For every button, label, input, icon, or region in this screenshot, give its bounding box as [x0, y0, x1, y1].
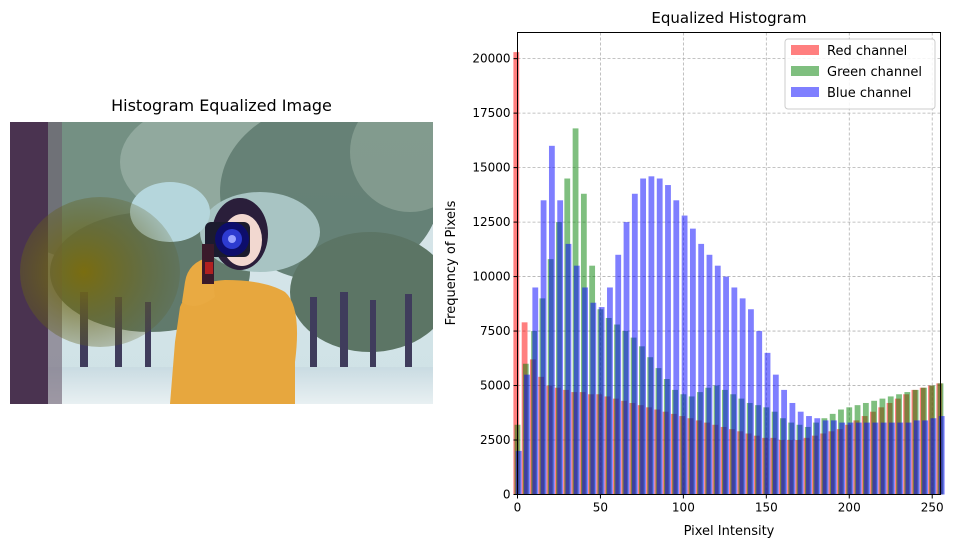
axis-ticks: 0 50 100 150 200 2500250050007500100001250015…	[472, 52, 943, 515]
histogram-bar	[631, 193, 638, 495]
y-tick-label: 2500	[480, 433, 511, 447]
y-tick-label: 20000	[472, 52, 510, 66]
histogram-bar	[772, 374, 779, 495]
histogram-bar	[706, 254, 713, 495]
histogram-bar	[515, 450, 522, 495]
histogram-bar	[698, 243, 705, 495]
histogram-bar	[582, 287, 588, 495]
histogram-bar	[723, 276, 729, 495]
y-tick-label: 7500	[480, 324, 511, 338]
x-tick-label: 150	[755, 501, 778, 515]
y-tick-label: 0	[503, 488, 511, 502]
x-tick-label: 200	[838, 501, 861, 515]
x-tick-label: 0	[514, 501, 522, 515]
histogram-bar	[897, 422, 904, 495]
histogram-bar	[789, 402, 796, 495]
histogram-bar	[524, 374, 530, 495]
histogram-bar	[557, 200, 564, 495]
x-tick-label: 100	[672, 501, 695, 515]
histogram-bars	[513, 52, 945, 495]
histogram-bar	[714, 265, 721, 495]
histogram-bar	[814, 418, 821, 495]
histogram-bar	[615, 254, 622, 495]
histogram-bar	[781, 389, 788, 495]
histogram-bar	[731, 287, 738, 495]
histogram-bar	[673, 200, 680, 495]
histogram-bar	[847, 422, 854, 495]
legend-box	[784, 38, 936, 110]
histogram-bar	[648, 176, 655, 495]
histogram-bar	[839, 422, 846, 495]
y-tick-label: 10000	[472, 270, 510, 284]
histogram-bar	[573, 265, 580, 495]
histogram-bar	[598, 307, 605, 495]
histogram-bar	[806, 416, 812, 495]
histogram-bar	[665, 185, 671, 495]
histogram-bar	[548, 145, 555, 495]
histogram-bar	[748, 309, 754, 495]
person	[170, 198, 298, 404]
y-axis-label: Frequency of Pixels	[444, 200, 459, 325]
series-3	[515, 145, 945, 495]
chart-title: Equalized Histogram	[651, 9, 806, 27]
histogram-bar	[830, 420, 837, 495]
histogram-bar	[540, 200, 547, 495]
histogram-bar	[623, 222, 630, 495]
histogram-bar	[607, 287, 613, 495]
histogram-bar	[640, 178, 647, 495]
x-tick-label: 50	[593, 501, 608, 515]
legend-label: Blue channel	[827, 86, 911, 101]
legend: Red channel Green channel Blue channel	[784, 38, 936, 110]
y-tick-label: 12500	[472, 215, 510, 229]
histogram-bar	[797, 411, 804, 495]
x-tick-label: 250	[921, 501, 944, 515]
x-axis-label: Pixel Intensity	[684, 524, 775, 539]
histogram-bar	[889, 422, 895, 495]
legend-swatch	[791, 66, 819, 76]
legend-swatch	[791, 45, 819, 55]
histogram-bar	[764, 352, 771, 495]
histogram-bar	[822, 420, 829, 495]
histogram-bar	[656, 178, 663, 495]
histogram-bar	[739, 298, 746, 495]
y-tick-label: 15000	[472, 161, 510, 175]
histogram-bar	[880, 422, 887, 495]
histogram-bar	[938, 416, 945, 495]
y-tick-label: 5000	[480, 379, 511, 393]
equalized-photo	[10, 122, 433, 404]
plot-frame	[517, 32, 941, 495]
histogram-bar	[681, 215, 688, 495]
histogram-bar	[930, 418, 937, 495]
histogram-bar	[565, 243, 572, 495]
histogram-bar	[513, 52, 520, 495]
histogram-bar	[922, 420, 929, 495]
histogram-bar	[532, 287, 539, 495]
histogram-bar	[864, 422, 870, 495]
legend-label: Red channel	[827, 44, 907, 59]
histogram-bar	[689, 228, 696, 495]
histogram-bar	[855, 422, 862, 495]
legend-label: Green channel	[827, 65, 922, 80]
y-tick-label: 17500	[472, 106, 510, 120]
histogram-bar	[913, 420, 920, 495]
histogram-bar	[905, 422, 912, 495]
histogram-bar	[756, 331, 763, 495]
histogram-bar	[872, 422, 879, 495]
image-title: Histogram Equalized Image	[111, 96, 332, 115]
histogram-bar	[590, 302, 597, 495]
legend-swatch	[791, 87, 819, 97]
